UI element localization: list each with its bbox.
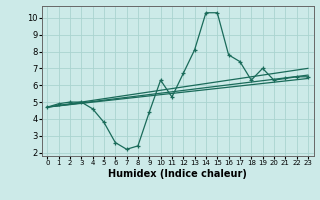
X-axis label: Humidex (Indice chaleur): Humidex (Indice chaleur) xyxy=(108,169,247,179)
